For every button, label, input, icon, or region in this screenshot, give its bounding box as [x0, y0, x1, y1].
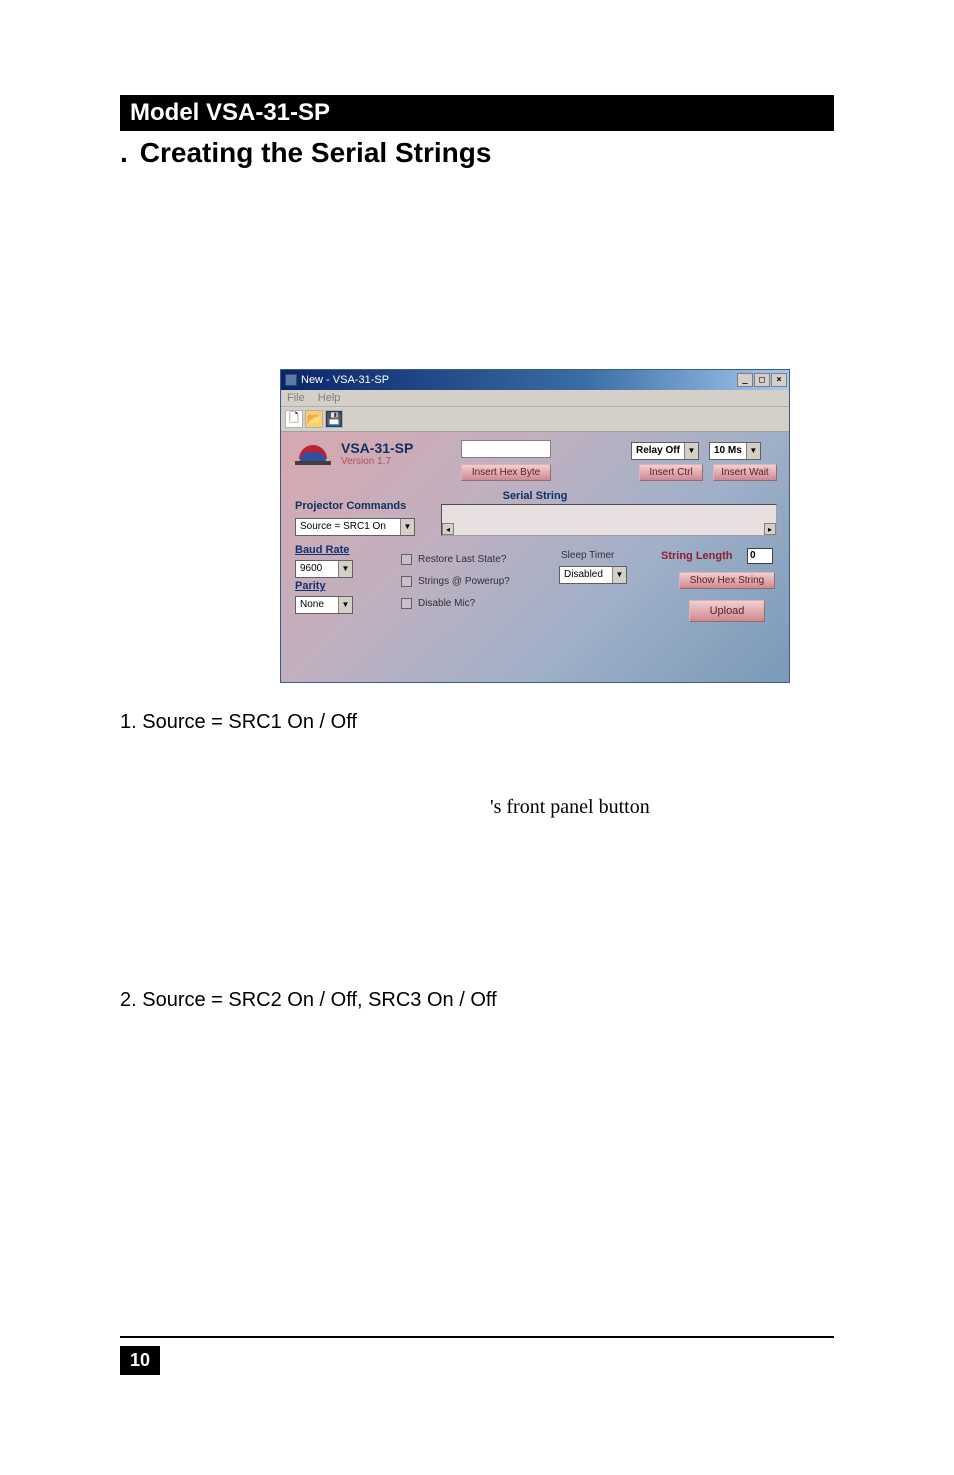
show-hex-string-button[interactable]: Show Hex String — [679, 572, 775, 589]
projector-commands-select[interactable]: Source = SRC1 On▼ — [295, 516, 415, 536]
parity-label: Parity — [295, 580, 326, 592]
open-icon[interactable]: 📂 — [305, 410, 323, 428]
menu-help[interactable]: Help — [318, 392, 341, 404]
logo-version: Version 1.7 — [341, 456, 413, 467]
body-text-3: 2. Source = SRC2 On / Off, SRC3 On / Off — [120, 989, 834, 1012]
ms-select[interactable]: 10 Ms▼ — [709, 440, 761, 460]
close-button[interactable]: × — [771, 373, 787, 387]
projector-commands-label: Projector Commands — [295, 500, 406, 512]
logo-title: VSA-31-SP — [341, 440, 413, 456]
menubar: File Help — [281, 390, 789, 407]
scroll-right-icon[interactable]: ▸ — [764, 523, 776, 535]
restore-last-state-checkbox[interactable]: Restore Last State? — [401, 554, 506, 565]
sleep-timer-label: Sleep Timer — [561, 550, 614, 561]
strings-powerup-checkbox[interactable]: Strings @ Powerup? — [401, 576, 510, 587]
string-length-value: 0 — [747, 548, 773, 564]
footer-line — [120, 1336, 834, 1338]
insert-wait-button[interactable]: Insert Wait — [713, 464, 777, 481]
checkbox-icon — [401, 598, 412, 609]
chevron-down-icon: ▼ — [400, 519, 414, 535]
baud-rate-select[interactable]: 9600▼ — [295, 558, 353, 578]
baud-value: 9600 — [296, 563, 338, 574]
sleep-timer-select[interactable]: Disabled▼ — [559, 564, 627, 584]
relay-value: Relay Off — [632, 445, 684, 456]
chevron-down-icon: ▼ — [338, 597, 352, 613]
titlebar: New - VSA-31-SP _ □ × — [281, 370, 789, 390]
save-icon[interactable]: 💾 — [325, 410, 343, 428]
menu-file[interactable]: File — [287, 392, 305, 404]
upload-button[interactable]: Upload — [689, 600, 765, 622]
app-body: VSA-31-SP Version 1.7 Insert Hex Byte Re… — [281, 432, 789, 682]
app-icon — [285, 374, 297, 386]
page-number: 10 — [120, 1346, 160, 1375]
chk-label: Restore Last State? — [418, 554, 506, 565]
model-bar: Model VSA-31-SP — [120, 95, 834, 131]
toolbar: 🗋 📂 💾 — [281, 407, 789, 432]
chk-label: Disable Mic? — [418, 598, 475, 609]
heading-bullet: . — [120, 137, 128, 169]
projector-cmd-value: Source = SRC1 On — [296, 521, 400, 532]
checkbox-icon — [401, 554, 412, 565]
parity-select[interactable]: None▼ — [295, 594, 353, 614]
insert-hex-byte-button[interactable]: Insert Hex Byte — [461, 464, 551, 481]
footer: 10 — [120, 1336, 834, 1375]
hex-byte-input[interactable] — [461, 440, 551, 458]
chevron-down-icon: ▼ — [684, 443, 698, 459]
chevron-down-icon: ▼ — [338, 561, 352, 577]
window-title: New - VSA-31-SP — [301, 374, 389, 386]
chevron-down-icon: ▼ — [612, 567, 626, 583]
hr-logo-icon — [295, 441, 333, 467]
body-text-1: 1. Source = SRC1 On / Off — [120, 711, 834, 734]
section-heading: . Creating the Serial Strings — [120, 137, 834, 169]
disable-mic-checkbox[interactable]: Disable Mic? — [401, 598, 475, 609]
new-icon[interactable]: 🗋 — [285, 410, 303, 428]
parity-value: None — [296, 599, 338, 610]
heading-text: Creating the Serial Strings — [140, 137, 492, 169]
scroll-left-icon[interactable]: ◂ — [442, 523, 454, 535]
minimize-button[interactable]: _ — [737, 373, 753, 387]
logo-block: VSA-31-SP Version 1.7 — [295, 440, 413, 467]
relay-select[interactable]: Relay Off▼ — [631, 440, 699, 460]
app-screenshot: New - VSA-31-SP _ □ × File Help 🗋 📂 💾 — [280, 369, 834, 683]
chevron-down-icon: ▼ — [746, 443, 760, 459]
ms-value: 10 Ms — [710, 445, 746, 456]
baud-rate-label: Baud Rate — [295, 544, 349, 556]
maximize-button[interactable]: □ — [754, 373, 770, 387]
chk-label: Strings @ Powerup? — [418, 576, 510, 587]
app-window: New - VSA-31-SP _ □ × File Help 🗋 📂 💾 — [280, 369, 790, 683]
insert-ctrl-button[interactable]: Insert Ctrl — [639, 464, 703, 481]
checkbox-icon — [401, 576, 412, 587]
serial-string-box[interactable]: ◂ ▸ — [441, 504, 777, 536]
body-text-2: 's front panel button — [490, 796, 834, 819]
sleep-timer-value: Disabled — [560, 569, 612, 580]
serial-string-label: Serial String — [503, 490, 568, 502]
string-length-label: String Length — [661, 550, 733, 562]
